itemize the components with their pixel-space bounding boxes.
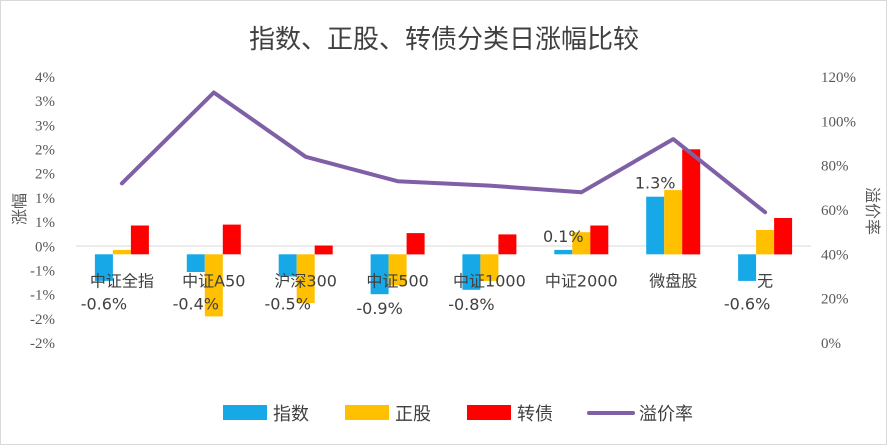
legend-swatch-正股 [345,405,389,420]
y-axis-label: 涨幅 [10,193,29,225]
data-label: -0.9% [356,299,402,318]
y-tick-label: -2% [30,312,55,328]
bar-转债 [590,225,609,255]
category-label: 中证2000 [545,271,618,290]
bar-指数 [278,254,297,277]
data-label: 1.3% [635,174,676,193]
bar-正股 [296,254,315,304]
y-tick-label: 1% [35,215,55,231]
y-tick-label: 2% [35,167,55,183]
bar-指数 [738,254,757,281]
y-tick-label: 4% [35,70,55,86]
bar-正股 [388,254,407,286]
y2-tick-label: 20% [821,292,849,308]
data-label: -0.5% [264,294,310,313]
line-溢价率 [119,90,768,215]
y-tick-label: 3% [35,94,55,110]
bar-转债 [774,218,793,255]
bar-转债 [314,245,333,255]
y2-tick-label: 100% [821,114,856,130]
data-label: -0.6% [724,294,770,313]
y2-tick-label: 80% [821,159,849,175]
y-tick-label: 0% [35,239,55,255]
y-tick-label: 1% [35,191,55,207]
bar-指数 [370,254,389,295]
category-label: 沪深300 [274,271,337,290]
legend-swatch-指数 [223,405,267,420]
bar-转债 [498,234,517,255]
legend-label: 转债 [517,404,553,425]
data-label: -0.6% [81,294,127,313]
category-label: 中证500 [366,271,429,290]
bar-正股 [756,230,775,255]
legend-label: 溢价率 [639,404,693,425]
bar-转债 [222,224,241,255]
category-label: 中证1000 [453,271,526,290]
y-tick-label: 3% [35,118,55,134]
legend-swatch-转债 [467,405,511,420]
y-tick-label: -1% [30,288,55,304]
bar-转债 [406,233,425,255]
y-tick-label: -1% [30,263,55,279]
y-tick-label: -2% [30,336,55,352]
category-label: 微盘股 [649,271,697,290]
y2-tick-label: 60% [821,203,849,219]
legend-label: 指数 [273,404,309,425]
bar-正股 [204,254,223,317]
bar-指数 [646,196,665,255]
bar-正股 [664,190,683,255]
category-label: 中证全指 [90,271,154,290]
bar-指数 [186,254,205,272]
bar-正股 [572,232,591,255]
bar-指数 [462,254,481,290]
bar-转债 [130,225,149,255]
bar-转债 [682,149,701,255]
bar-指数 [554,249,573,255]
category-label: 无 [757,271,773,290]
y-tick-label: 2% [35,143,55,159]
data-label: 0.1% [543,227,584,246]
y2-axis-label: 溢价率 [863,187,882,235]
bar-指数 [94,254,113,281]
legend-label: 正股 [395,404,431,425]
y2-tick-label: 120% [821,70,856,86]
bar-正股 [112,249,131,255]
data-label: -0.8% [448,295,494,314]
data-label: -0.4% [173,294,219,313]
y2-tick-label: 40% [821,247,849,263]
y2-tick-label: 0% [821,336,841,352]
chart-title: 指数、正股、转债分类日涨幅比较 [249,25,639,55]
bar-正股 [480,254,499,281]
category-label: 中证A50 [182,271,245,290]
